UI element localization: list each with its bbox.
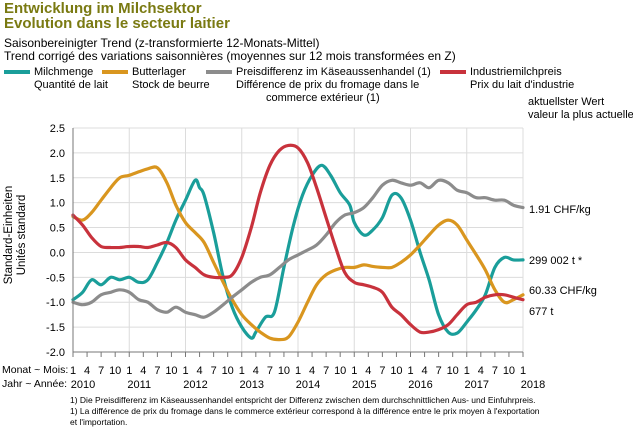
month-tick-label: 4 — [84, 365, 90, 377]
legend-swatch-teal — [4, 70, 30, 74]
legend-swatch-orange — [102, 70, 128, 74]
series-line — [71, 165, 525, 342]
legend-label: Preisdifferenz im Käseaussenhandel (1) — [236, 66, 431, 78]
year-tick-label: 2013 — [240, 379, 264, 391]
legend-label: Milchmenge — [34, 66, 94, 78]
footnote-fr: 1) La différence de prix du fromage dans… — [70, 406, 540, 416]
y-tick-label: -1.5 — [46, 322, 65, 334]
month-tick-label: 4 — [365, 365, 371, 377]
chart-title-de: Entwicklung im Milchsektor — [4, 0, 202, 17]
y-tick-label: 2.5 — [50, 123, 65, 135]
y-tick-label: 0.0 — [50, 247, 65, 259]
chart-subtitle-fr: Trend corrigé des variations saisonnière… — [4, 49, 456, 63]
month-tick-label: 4 — [197, 365, 203, 377]
legend-label: Butterlager — [132, 66, 186, 78]
month-tick-label: 7 — [267, 365, 273, 377]
month-axis-label: Monat ~ Mois: — [2, 364, 69, 376]
legend-label: Quantité de lait — [34, 79, 108, 91]
year-tick-label: 2017 — [465, 379, 489, 391]
year-axis-label: Jahr ~ Année: — [2, 378, 68, 390]
month-tick-label: 4 — [422, 365, 428, 377]
legend-label: Stock de beurre — [132, 79, 210, 91]
y-axis-label-de: Standard-Einheiten — [3, 186, 15, 284]
month-tick-label: 1 — [70, 365, 76, 377]
month-tick-label: 7 — [98, 365, 104, 377]
y-tick-label: 1.0 — [50, 198, 65, 210]
y-tick-label: -2.0 — [46, 347, 65, 359]
month-tick-label: 10 — [447, 365, 459, 377]
y-tick-label: 0.5 — [50, 223, 65, 235]
month-tick-label: 4 — [309, 365, 315, 377]
chart-axes: 2.52.01.51.00.50.0-0.5-1.0-1.5-2.01 4 7 102… — [46, 123, 545, 391]
legend-label: commerce extérieur (1) — [266, 92, 380, 104]
chart-subtitle-de: Saisonbereinigter Trend (z-transformiert… — [4, 36, 320, 50]
month-tick-label: 7 — [492, 365, 498, 377]
legend-label: Différence de prix du fromage dans le — [236, 79, 420, 91]
y-tick-label: 1.5 — [50, 173, 65, 185]
year-tick-label: 2016 — [408, 379, 432, 391]
month-tick-label: 10 — [278, 365, 290, 377]
series-line — [71, 178, 525, 319]
latest-value-gray: 1.91 CHF/kg — [529, 204, 591, 216]
chart-title-fr: Evolution dans le secteur laitier — [4, 15, 230, 32]
month-tick-label: 10 — [334, 365, 346, 377]
footnote-de: 1) Die Preisdifferenz im Käseaussenhande… — [70, 395, 536, 405]
month-tick-label: 4 — [140, 365, 146, 377]
month-tick-label: 7 — [154, 365, 160, 377]
latest-value-teal: 299 002 t * — [529, 255, 583, 267]
year-tick-label: 2018 — [521, 379, 545, 391]
month-tick-label: 1 — [182, 365, 188, 377]
month-tick-label: 10 — [503, 365, 515, 377]
month-tick-label: 1 — [239, 365, 245, 377]
chart-series — [71, 143, 525, 342]
latest-heading-fr: valeur la plus actuelle — [528, 109, 633, 121]
month-tick-label: 4 — [253, 365, 259, 377]
month-tick-label: 10 — [165, 365, 177, 377]
legend-swatch-red — [440, 70, 466, 74]
month-tick-label: 1 — [295, 365, 301, 377]
y-axis-label-fr: Unités standard — [16, 195, 28, 276]
legend-swatch-gray — [206, 70, 232, 74]
latest-value-orange: 677 t — [529, 306, 554, 318]
month-tick-label: 1 — [464, 365, 470, 377]
year-tick-label: 2011 — [127, 379, 151, 391]
month-tick-label: 7 — [323, 365, 329, 377]
year-tick-label: 2014 — [296, 379, 320, 391]
legend-label: Prix du lait d'industrie — [470, 79, 575, 91]
y-tick-label: -1.0 — [46, 297, 65, 309]
y-tick-label: -0.5 — [46, 272, 65, 284]
month-tick-label: 7 — [379, 365, 385, 377]
series-line — [71, 163, 525, 340]
footnote-fr-cont: et l'importation. — [70, 417, 128, 427]
y-tick-label: 2.0 — [50, 148, 65, 160]
year-tick-label: 2012 — [183, 379, 207, 391]
month-tick-label: 1 — [351, 365, 357, 377]
year-tick-label: 2015 — [352, 379, 376, 391]
legend-label: Industriemilchpreis — [470, 66, 562, 78]
year-tick-label: 2010 — [71, 379, 95, 391]
month-tick-label: 10 — [222, 365, 234, 377]
month-tick-label: 7 — [211, 365, 217, 377]
month-tick-label: 4 — [478, 365, 484, 377]
month-tick-label: 10 — [109, 365, 121, 377]
month-tick-label: 10 — [390, 365, 402, 377]
month-tick-label: 1 — [520, 365, 526, 377]
latest-value-red: 60.33 CHF/kg — [529, 285, 597, 297]
series-line — [71, 143, 525, 335]
month-tick-label: 1 — [126, 365, 132, 377]
month-tick-label: 1 — [407, 365, 413, 377]
month-tick-label: 7 — [436, 365, 442, 377]
latest-heading-de: aktuellster Wert — [528, 96, 605, 108]
